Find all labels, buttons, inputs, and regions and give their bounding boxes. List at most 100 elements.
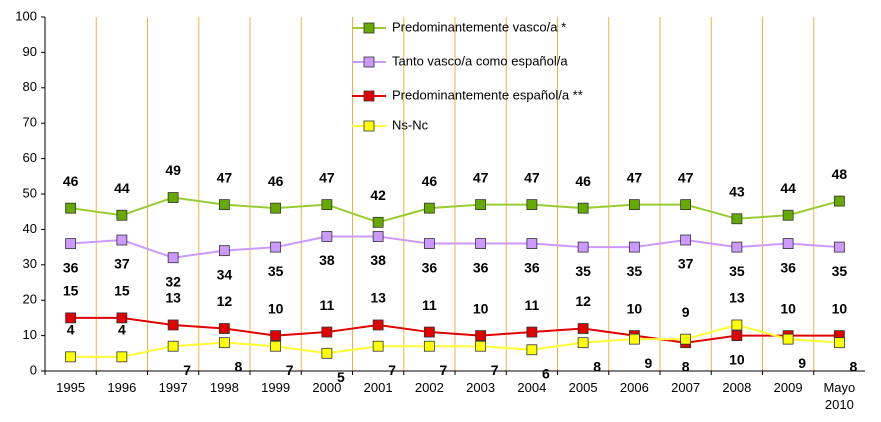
marker	[270, 340, 282, 352]
data-label: 13	[370, 290, 386, 306]
y-tick-label: 50	[23, 185, 37, 200]
series-line	[70, 196, 840, 224]
data-label: 8	[593, 358, 601, 374]
data-label: 10	[832, 300, 848, 316]
data-label: 35	[575, 263, 591, 279]
x-tick-label: 1995	[56, 380, 86, 395]
marker	[833, 337, 845, 349]
marker	[167, 192, 179, 203]
x-tick-label: 2008	[722, 380, 752, 395]
x-tick-label: 2007	[671, 380, 701, 395]
data-label: 11	[422, 297, 437, 313]
legend-marker	[363, 22, 375, 34]
marker	[680, 234, 692, 246]
data-label: 7	[491, 362, 499, 378]
data-label: 36	[422, 259, 438, 275]
data-label: 35	[268, 263, 284, 279]
data-label: 6	[542, 365, 550, 381]
series-line	[70, 323, 840, 358]
marker	[526, 326, 538, 338]
marker	[423, 202, 435, 214]
marker	[65, 312, 77, 324]
marker	[731, 241, 743, 253]
data-label: 13	[729, 290, 745, 306]
legend-marker	[363, 56, 375, 68]
x-tick-label: 2006	[619, 380, 649, 395]
data-label: 34	[217, 266, 233, 282]
y-tick-label: 30	[23, 256, 37, 271]
marker	[423, 340, 435, 352]
marker	[218, 337, 230, 349]
data-label: 10	[729, 351, 745, 367]
marker	[116, 351, 128, 363]
data-label: 44	[780, 180, 796, 196]
data-label: 8	[849, 358, 857, 374]
marker	[731, 319, 743, 331]
marker	[782, 333, 794, 345]
data-label: 47	[319, 169, 335, 185]
marker	[475, 199, 487, 211]
legend-label: Predominantemente español/a **	[392, 87, 583, 102]
data-label: 10	[627, 300, 643, 316]
marker	[833, 241, 845, 253]
marker	[577, 202, 589, 214]
data-label: 37	[678, 256, 694, 272]
marker	[372, 216, 384, 228]
data-label: 9	[644, 355, 652, 371]
y-tick-label: 0	[30, 362, 37, 377]
data-label: 7	[286, 362, 294, 378]
marker	[372, 319, 384, 331]
marker	[731, 213, 743, 225]
data-label: 47	[217, 169, 233, 185]
x-tick-label: 2005	[568, 380, 598, 395]
marker	[577, 323, 589, 334]
marker	[167, 340, 179, 352]
marker	[680, 199, 692, 211]
marker	[218, 323, 230, 334]
marker	[475, 330, 487, 342]
data-label: 10	[473, 300, 489, 316]
data-label: 36	[780, 259, 796, 275]
y-tick-label: 10	[23, 327, 37, 342]
data-label: 47	[627, 169, 643, 185]
marker	[628, 241, 640, 253]
marker	[680, 333, 692, 345]
marker	[423, 238, 435, 249]
marker	[270, 330, 282, 342]
y-tick-label: 90	[23, 44, 37, 59]
series-line	[70, 316, 840, 344]
data-label: 48	[832, 166, 848, 182]
data-label: 4	[118, 322, 126, 338]
marker	[577, 241, 589, 253]
x-tick-label: 2009	[773, 380, 803, 395]
x-tick-label: 2003	[466, 380, 496, 395]
legend-label: Predominantemente vasco/a *	[392, 19, 566, 34]
data-label: 46	[63, 173, 79, 189]
data-label: 13	[165, 290, 181, 306]
marker	[731, 330, 743, 342]
series-line	[70, 235, 840, 259]
legend-label: Tanto vasco/a como español/a	[392, 53, 568, 68]
x-tick-label: 1996	[107, 380, 137, 395]
marker	[577, 337, 589, 349]
data-label: 36	[524, 259, 540, 275]
data-label: 4	[67, 322, 75, 338]
marker	[116, 209, 128, 221]
data-label: 11	[524, 297, 539, 313]
data-label: 32	[165, 273, 181, 289]
y-tick-label: 40	[23, 221, 37, 236]
data-label: 10	[780, 300, 796, 316]
marker	[218, 199, 230, 211]
x-tick-label: 1998	[209, 380, 239, 395]
data-label: 8	[234, 358, 242, 374]
marker	[628, 333, 640, 345]
marker	[423, 326, 435, 338]
marker	[167, 319, 179, 331]
marker	[116, 312, 128, 324]
data-label: 38	[370, 252, 386, 268]
data-label: 37	[114, 256, 130, 272]
data-label: 42	[370, 187, 386, 203]
data-label: 49	[165, 162, 181, 178]
